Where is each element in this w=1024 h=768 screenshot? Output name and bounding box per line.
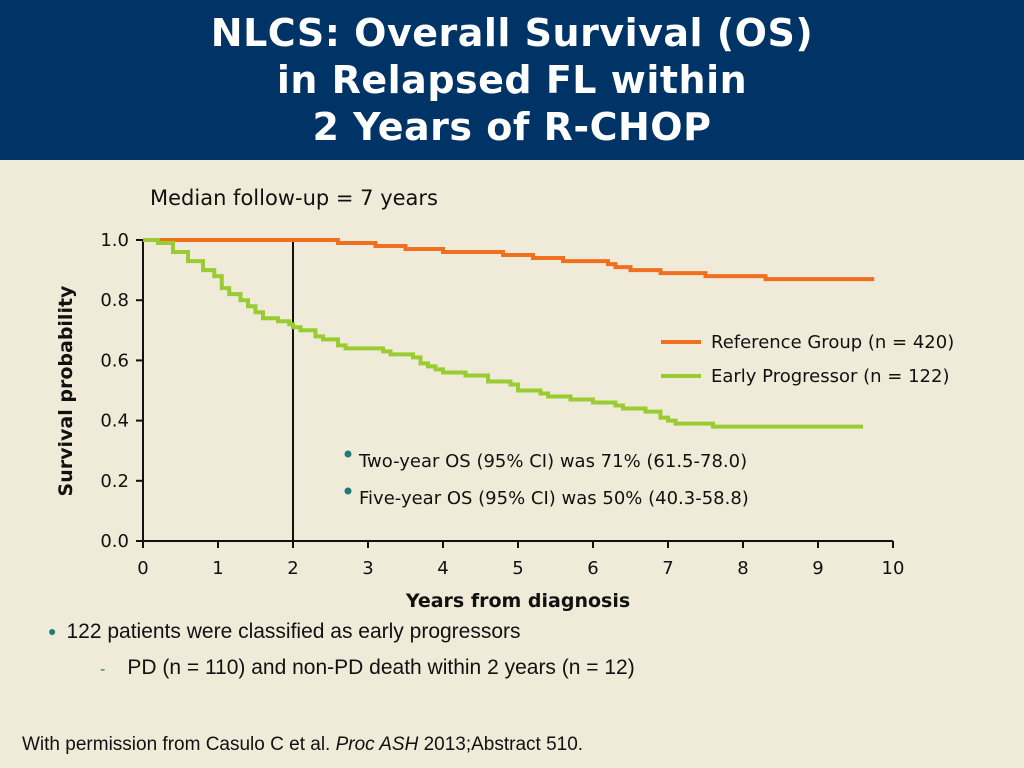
y-tick-label: 0.6 xyxy=(100,350,129,371)
early-progressor-curve xyxy=(143,238,863,429)
bullet-early-progressors: ● 122 patients were classified as early p… xyxy=(48,620,521,644)
legend-entry: Reference Group (n = 420) xyxy=(711,332,954,353)
x-tick-label: 5 xyxy=(512,558,523,579)
x-tick-label: 0 xyxy=(137,558,148,579)
survival-chart: Median follow-up = 7 years 0 1 2 3 4 5 6 7 8 9 100… xyxy=(55,186,954,612)
y-axis-label: Survival probability xyxy=(55,285,77,496)
bullet-text-2: PD (n = 110) and non-PD death within 2 y… xyxy=(127,656,635,679)
x-tick-label: 8 xyxy=(737,558,748,579)
chart-legend: Reference Group (n = 420) Early Progresso… xyxy=(661,332,954,387)
annotation-text: Two-year OS (95% CI) was 71% (61.5-78.0) xyxy=(358,451,747,472)
x-tick-label: 3 xyxy=(362,558,373,579)
citation: With permission from Casulo C et al. Pro… xyxy=(22,734,583,756)
x-tick-label: 4 xyxy=(437,558,448,579)
annotation-text: Five-year OS (95% CI) was 50% (40.3-58.8… xyxy=(359,488,749,509)
title-line-1: NLCS: Overall Survival (OS) xyxy=(210,10,814,55)
y-tick-label: 1.0 xyxy=(100,230,129,251)
annotation-bullet-icon xyxy=(344,487,352,495)
bullet-text-1: 122 patients were classified as early pr… xyxy=(66,620,521,643)
x-tick-label: 1 xyxy=(212,558,223,579)
y-tick-label: 0.0 xyxy=(100,531,129,552)
title-line-3: 2 Years of R-CHOP xyxy=(312,104,712,149)
x-tick-label: 6 xyxy=(587,558,598,579)
chart-annotations: Two-year OS (95% CI) was 71% (61.5-78.0)… xyxy=(344,450,749,509)
legend-entry: Early Progressor (n = 122) xyxy=(711,366,949,387)
bullet-dash-icon: - xyxy=(100,661,106,678)
sub-bullet-pd: - PD (n = 110) and non-PD death within 2 … xyxy=(100,656,635,680)
x-tick-label: 7 xyxy=(662,558,673,579)
reference-group-curve xyxy=(143,238,875,282)
bullet-dot-icon: ● xyxy=(48,623,57,639)
y-tick-label: 0.2 xyxy=(100,471,129,492)
title-line-2: in Relapsed FL within xyxy=(276,57,748,102)
x-axis-label: Years from diagnosis xyxy=(405,590,630,612)
x-tick-label: 2 xyxy=(287,558,298,579)
y-tick-label: 0.4 xyxy=(100,411,129,432)
chart-axes: 0 1 2 3 4 5 6 7 8 9 10 0.0 0.2 0.4 0.6 0.8 1.0 xyxy=(100,230,904,579)
median-followup-note: Median follow-up = 7 years xyxy=(150,186,438,210)
citation-prefix: With permission from Casulo C et al. xyxy=(22,734,336,755)
y-tick-label: 0.8 xyxy=(100,290,129,311)
chart-curves xyxy=(143,238,875,429)
title-bar: NLCS: Overall Survival (OS) in Relapsed … xyxy=(0,0,1024,160)
x-tick-label: 9 xyxy=(812,558,823,579)
x-tick-label: 10 xyxy=(882,558,905,579)
citation-suffix: 2013;Abstract 510. xyxy=(418,734,584,755)
citation-journal: Proc ASH xyxy=(335,734,419,755)
annotation-bullet-icon xyxy=(344,450,352,458)
